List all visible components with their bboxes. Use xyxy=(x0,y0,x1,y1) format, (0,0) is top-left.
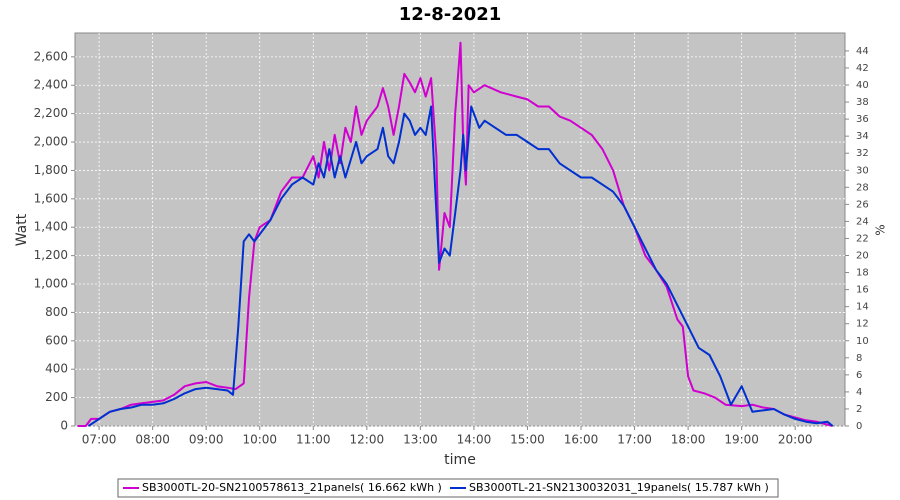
y-tick-label: 1,200 xyxy=(34,248,68,262)
y2-tick-label: 20 xyxy=(856,251,869,262)
y-tick-label: 400 xyxy=(45,362,68,376)
y-axis-label: Watt xyxy=(14,213,30,246)
x-tick-label: 20:00 xyxy=(778,433,813,447)
y2-tick-label: 6 xyxy=(856,370,862,381)
y2-tick-label: 24 xyxy=(856,216,869,227)
x-tick-label: 08:00 xyxy=(135,433,170,447)
y2-tick-label: 22 xyxy=(856,233,869,244)
plot-area xyxy=(74,32,846,427)
legend-label: SB3000TL-21-SN2130032031_19panels( 15.78… xyxy=(469,481,769,494)
y-tick-label: 1,000 xyxy=(34,277,68,291)
y2-tick-label: 30 xyxy=(856,165,869,176)
y-tick-label: 200 xyxy=(45,390,68,404)
x-tick-label: 15:00 xyxy=(510,433,545,447)
x-tick-label: 07:00 xyxy=(82,433,117,447)
y-tick-label: 2,600 xyxy=(34,49,68,63)
x-tick-label: 17:00 xyxy=(617,433,652,447)
y2-tick-label: 0 xyxy=(856,421,862,432)
y-tick-label: 0 xyxy=(60,419,68,433)
x-tick-label: 18:00 xyxy=(671,433,706,447)
x-tick-label: 10:00 xyxy=(242,433,277,447)
y2-tick-label: 36 xyxy=(856,114,869,125)
y2-tick-label: 26 xyxy=(856,199,869,210)
y2-tick-label: 44 xyxy=(856,46,869,57)
y-tick-label: 800 xyxy=(45,305,68,319)
y2-tick-label: 28 xyxy=(856,182,869,193)
y-tick-label: 2,400 xyxy=(34,78,68,92)
y2-tick-label: 2 xyxy=(856,404,862,415)
x-tick-label: 11:00 xyxy=(296,433,331,447)
x-tick-label: 12:00 xyxy=(350,433,385,447)
x-tick-label: 19:00 xyxy=(724,433,759,447)
y2-tick-label: 8 xyxy=(856,353,862,364)
x-tick-label: 13:00 xyxy=(403,433,438,447)
chart-title: 12-8-2021 xyxy=(399,4,502,25)
y-tick-label: 2,200 xyxy=(34,106,68,120)
y-tick-label: 600 xyxy=(45,333,68,347)
x-tick-label: 16:00 xyxy=(564,433,599,447)
legend-box xyxy=(117,478,779,498)
y-tick-label: 1,600 xyxy=(34,191,68,205)
x-axis-label: time xyxy=(444,452,476,468)
series-line xyxy=(87,105,834,427)
series-line xyxy=(77,41,833,427)
legend-label: SB3000TL-20-SN2100578613_21panels( 16.66… xyxy=(142,481,442,494)
x-tick-label: 14:00 xyxy=(457,433,492,447)
y2-tick-label: 14 xyxy=(856,302,869,313)
y2-tick-label: 32 xyxy=(856,148,869,159)
y2-tick-label: 10 xyxy=(856,336,869,347)
y2-tick-label: 12 xyxy=(856,319,869,330)
y-tick-label: 1,800 xyxy=(34,163,68,177)
x-tick-label: 09:00 xyxy=(189,433,224,447)
y-tick-label: 2,000 xyxy=(34,135,68,149)
y2-tick-label: 16 xyxy=(856,285,869,296)
y2-axis-label: % xyxy=(874,224,888,235)
y2-tick-label: 38 xyxy=(856,97,869,108)
y2-tick-label: 34 xyxy=(856,131,869,142)
y2-tick-label: 42 xyxy=(856,63,869,74)
y2-tick-label: 40 xyxy=(856,80,869,91)
y-tick-label: 1,400 xyxy=(34,220,68,234)
y2-tick-label: 4 xyxy=(856,387,862,398)
y2-tick-label: 18 xyxy=(856,268,869,279)
